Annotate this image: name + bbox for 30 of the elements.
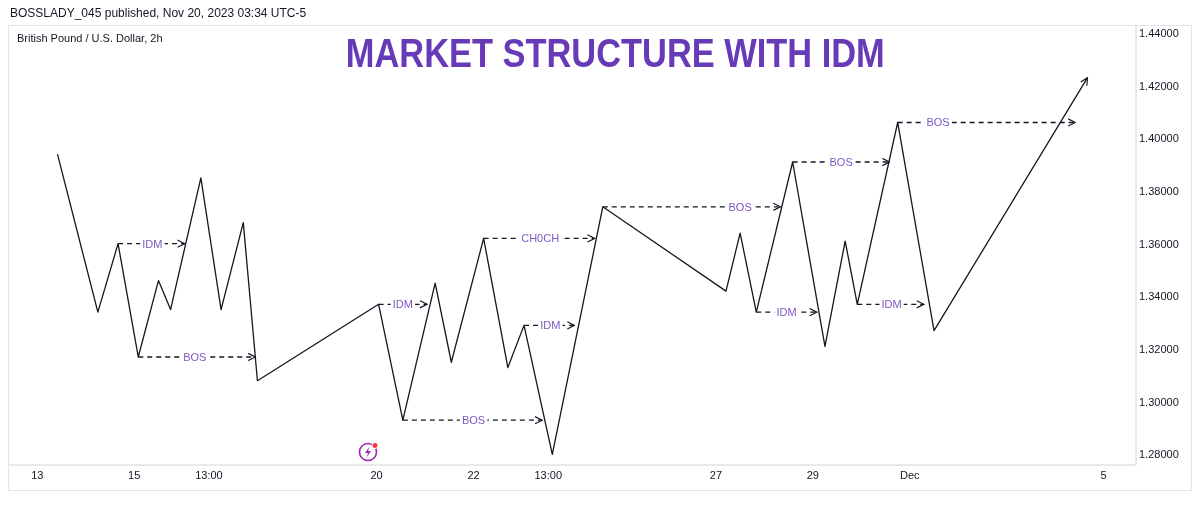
x-tick-label: 29 [806,468,819,481]
annotation: IDM [392,298,413,311]
x-tick-label: Dec [900,468,921,481]
x-tick-label: 22 [467,468,480,481]
annotation: IDM [881,298,902,311]
y-tick-label: 1.42000 [1139,79,1179,92]
y-tick-label: 1.30000 [1139,395,1179,408]
y-tick-label: 1.38000 [1139,184,1179,197]
x-tick-label: 13:00 [195,468,223,481]
x-tick-label: 20 [370,468,383,481]
annotation: IDM [776,306,797,319]
x-tick-label: 13:00 [534,468,563,481]
annotation: BOS [926,116,950,129]
y-tick-label: 1.40000 [1139,132,1179,145]
annotation: BOS [461,414,486,427]
y-tick-label: 1.44000 [1139,26,1179,39]
annotation: IDM [142,237,163,250]
x-tick-label: 13 [31,468,44,481]
annotation: IDM [540,319,561,332]
text: British Pound / U.S. Dollar, 2h [17,32,163,44]
text: BOSSLADY_045 published, Nov 20, 2023 03:34 UTC-5 [10,6,307,20]
y-tick-label: 1.34000 [1139,290,1179,303]
x-tick-label: 27 [709,468,723,481]
x-tick-label: 15 [128,468,141,481]
y-tick-label: 1.32000 [1139,342,1179,355]
y-tick-label: 1.28000 [1139,448,1179,461]
chart-title: MARKET STRUCTURE WITH IDM [345,31,885,75]
y-tick-label: 1.36000 [1139,237,1179,250]
annotation: CH0CH [521,232,560,245]
x-tick-label: 5 [1100,468,1107,481]
